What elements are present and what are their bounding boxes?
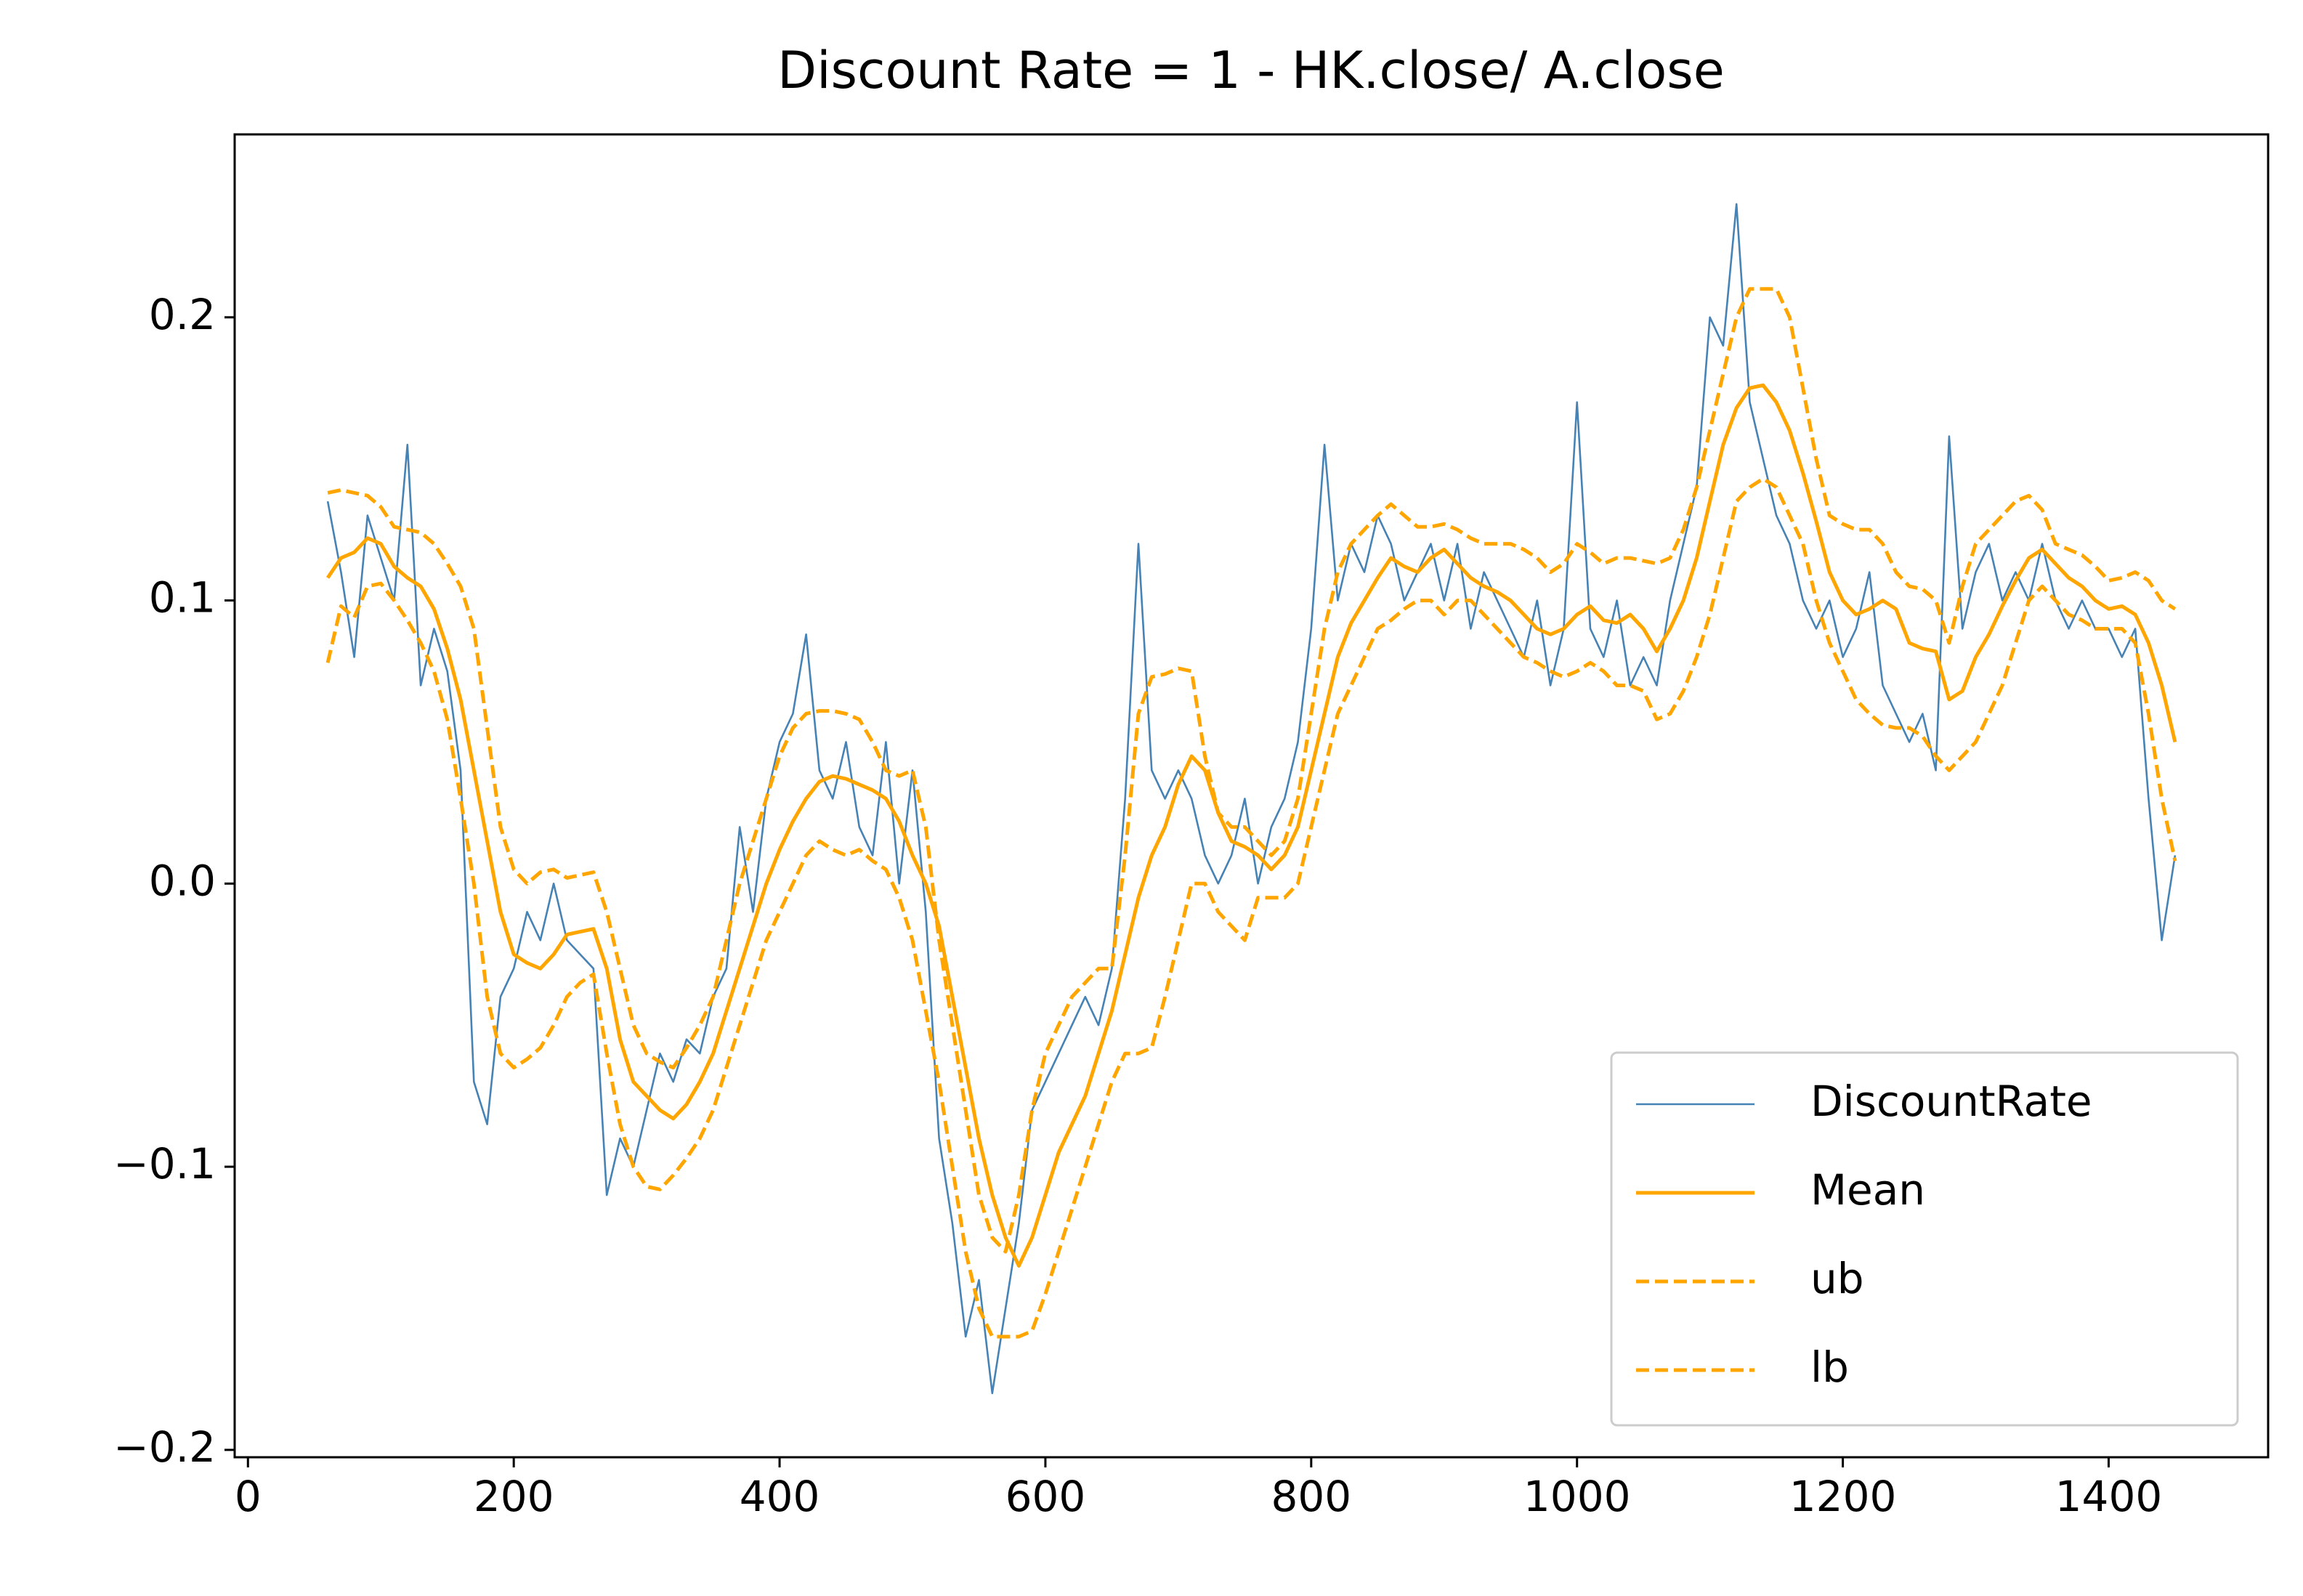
series-line [325, 477, 2177, 1339]
x-tick-label: 1200 [1789, 1472, 1897, 1521]
y-tick-label: 0.0 [149, 856, 216, 905]
x-tick-label: 1400 [2055, 1472, 2163, 1521]
series-line [326, 203, 2177, 1395]
legend-box [1610, 1051, 2239, 1427]
x-tick-label: 600 [1005, 1472, 1086, 1521]
x-tick-label: 400 [740, 1472, 820, 1521]
y-tick-label: −0.2 [113, 1422, 216, 1472]
y-tick-label: 0.2 [149, 290, 216, 339]
x-tick-label: 1000 [1523, 1472, 1631, 1521]
chart-title: Discount Rate = 1 - HK.close/ A.close [777, 41, 1725, 100]
series-line [326, 383, 2177, 1268]
legend-label: Mean [1810, 1165, 1925, 1215]
series-line [327, 287, 2177, 1254]
legend-label: DiscountRate [1810, 1077, 2092, 1126]
y-tick-label: 0.1 [149, 573, 216, 623]
x-tick-label: 200 [474, 1472, 554, 1521]
y-tick-label: −0.1 [113, 1139, 216, 1188]
x-tick-label: 0 [235, 1472, 262, 1521]
plot-frame [233, 133, 2270, 1459]
legend-label: lb [1810, 1342, 1849, 1392]
legend-label: ub [1810, 1254, 1864, 1303]
x-tick-label: 800 [1271, 1472, 1351, 1521]
